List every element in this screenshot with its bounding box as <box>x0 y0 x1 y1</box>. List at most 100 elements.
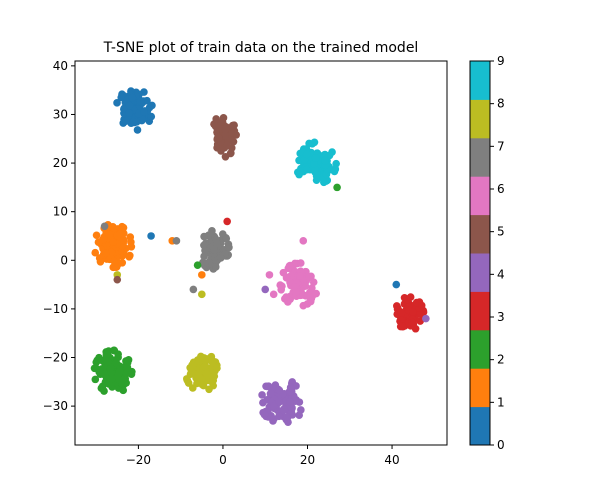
outlier-point <box>299 237 308 245</box>
data-point <box>115 368 124 376</box>
data-point <box>259 398 267 407</box>
data-point <box>118 222 126 231</box>
outlier-point <box>113 275 122 284</box>
data-point <box>106 364 115 373</box>
colorbar-segment <box>470 253 490 292</box>
y-tick-label: 30 <box>53 107 68 121</box>
data-point <box>312 176 321 184</box>
data-point <box>275 412 283 421</box>
y-tick-label: −30 <box>43 399 68 413</box>
data-point <box>211 263 220 271</box>
y-axis: −30 −20 −10 0 10 20 30 40 <box>43 59 75 413</box>
y-tick-label: −10 <box>43 302 68 316</box>
data-point <box>113 99 121 107</box>
cluster-7 <box>198 227 233 273</box>
colorbar-segment <box>470 137 490 177</box>
colorbar-tick-label: 1 <box>497 395 505 409</box>
data-point <box>128 367 136 376</box>
data-point <box>102 249 110 257</box>
outlier-point <box>193 261 202 269</box>
data-point <box>222 234 231 243</box>
data-point <box>393 302 401 310</box>
colorbar-segment <box>470 406 490 446</box>
data-point <box>282 274 291 282</box>
y-tick-label: 10 <box>53 205 68 219</box>
data-point <box>140 108 149 116</box>
data-point <box>330 167 339 176</box>
colorbar-segment <box>470 214 490 254</box>
data-point <box>118 247 126 256</box>
data-point <box>285 262 294 270</box>
data-point <box>200 232 208 241</box>
data-point <box>277 285 286 294</box>
data-point <box>302 165 311 174</box>
colorbar-segment <box>470 176 490 216</box>
data-point <box>213 364 221 372</box>
outlier-points <box>100 183 430 323</box>
colorbar-tick-label: 0 <box>497 438 505 452</box>
data-point <box>132 118 141 126</box>
data-point <box>264 382 273 390</box>
data-point <box>283 412 291 421</box>
data-point <box>221 125 230 134</box>
cluster-0 <box>113 87 156 134</box>
outlier-point <box>333 183 341 192</box>
data-point <box>275 386 284 395</box>
data-point <box>305 293 314 302</box>
data-point <box>99 235 108 243</box>
data-point <box>313 170 321 179</box>
data-point <box>125 109 133 117</box>
data-point <box>109 238 118 246</box>
data-point <box>292 288 300 296</box>
data-point <box>103 349 112 358</box>
colorbar-segment <box>470 291 490 331</box>
data-point <box>213 239 221 248</box>
data-point <box>143 96 151 105</box>
data-point <box>279 405 288 414</box>
colorbar-tick-label: 7 <box>497 139 505 153</box>
cluster-8 <box>183 352 221 394</box>
colorbar: 0 1 2 3 4 5 6 7 8 9 <box>469 54 505 452</box>
data-point <box>210 246 219 254</box>
cluster-9 <box>294 138 340 187</box>
colorbar-segment <box>470 368 490 408</box>
data-point <box>184 379 193 387</box>
data-point <box>282 293 290 301</box>
data-point <box>92 231 101 240</box>
data-point <box>114 353 122 362</box>
y-tick-label: 20 <box>53 156 68 170</box>
data-point <box>199 381 208 390</box>
chart-title: T-SNE plot of train data on the trained … <box>103 40 419 56</box>
colorbar-tick-label: 9 <box>497 54 505 68</box>
data-point <box>396 322 405 331</box>
outlier-point <box>265 271 274 279</box>
outlier-point <box>172 237 181 245</box>
outlier-point <box>189 285 198 294</box>
data-point <box>188 361 196 369</box>
data-point <box>92 364 100 373</box>
data-point <box>119 236 128 244</box>
data-point <box>133 126 142 134</box>
cluster-3 <box>393 293 428 333</box>
data-point <box>103 358 112 366</box>
data-point <box>270 402 278 410</box>
data-point <box>215 134 223 142</box>
data-point <box>121 117 130 126</box>
x-tick-label: 20 <box>300 453 315 467</box>
data-point <box>128 93 137 102</box>
outlier-point <box>392 280 401 289</box>
data-point <box>228 121 237 130</box>
data-point <box>205 385 213 394</box>
cluster-6 <box>276 259 321 310</box>
cluster-4 <box>258 378 305 426</box>
colorbar-tick-label: 2 <box>497 353 505 367</box>
outlier-point <box>198 271 206 279</box>
data-point <box>311 154 320 162</box>
scatter-points <box>90 87 430 426</box>
data-point <box>112 359 121 368</box>
data-point <box>109 346 118 355</box>
data-point <box>309 278 318 286</box>
data-point <box>409 308 417 316</box>
